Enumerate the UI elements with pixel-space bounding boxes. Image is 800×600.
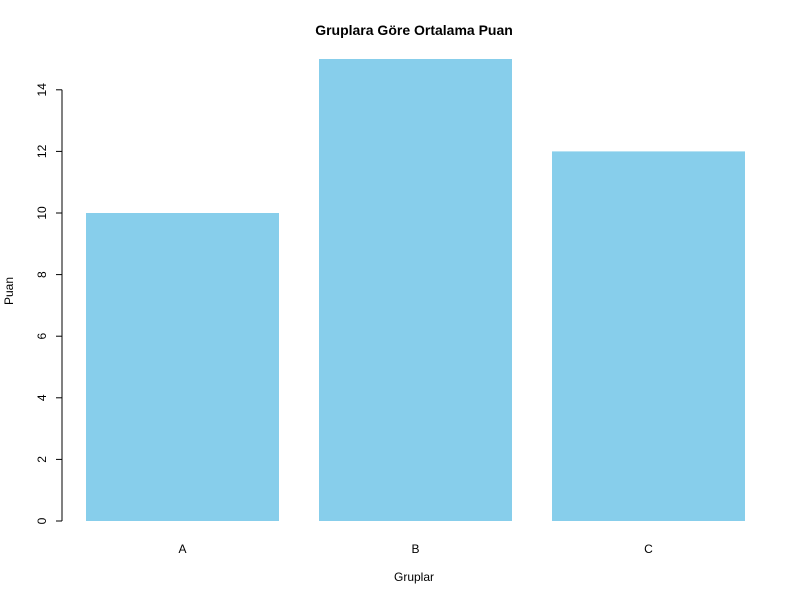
y-axis-label: Puan: [2, 277, 16, 305]
x-axis-tick-labels: A B C: [178, 542, 653, 556]
y-tick-label: 10: [35, 206, 49, 220]
bar-A: [86, 213, 279, 521]
y-tick-label: 8: [35, 271, 49, 278]
y-tick-label: 2: [35, 456, 49, 463]
y-tick-label: 4: [35, 394, 49, 401]
y-tick-label: 6: [35, 333, 49, 340]
y-tick-label: 0: [35, 517, 49, 524]
y-tick-label: 12: [35, 144, 49, 158]
chart-title: Gruplara Göre Ortalama Puan: [315, 22, 513, 38]
x-tick-label-A: A: [178, 542, 186, 556]
x-tick-label-C: C: [644, 542, 653, 556]
bar-B: [319, 59, 512, 521]
x-tick-label-B: B: [411, 542, 419, 556]
bars-group: [86, 59, 745, 521]
x-axis-label: Gruplar: [394, 570, 434, 584]
bar-C: [552, 151, 745, 521]
y-tick-label: 14: [35, 83, 49, 97]
y-axis-ticks: 0 2 4 6 8 10 12 14: [35, 83, 62, 524]
